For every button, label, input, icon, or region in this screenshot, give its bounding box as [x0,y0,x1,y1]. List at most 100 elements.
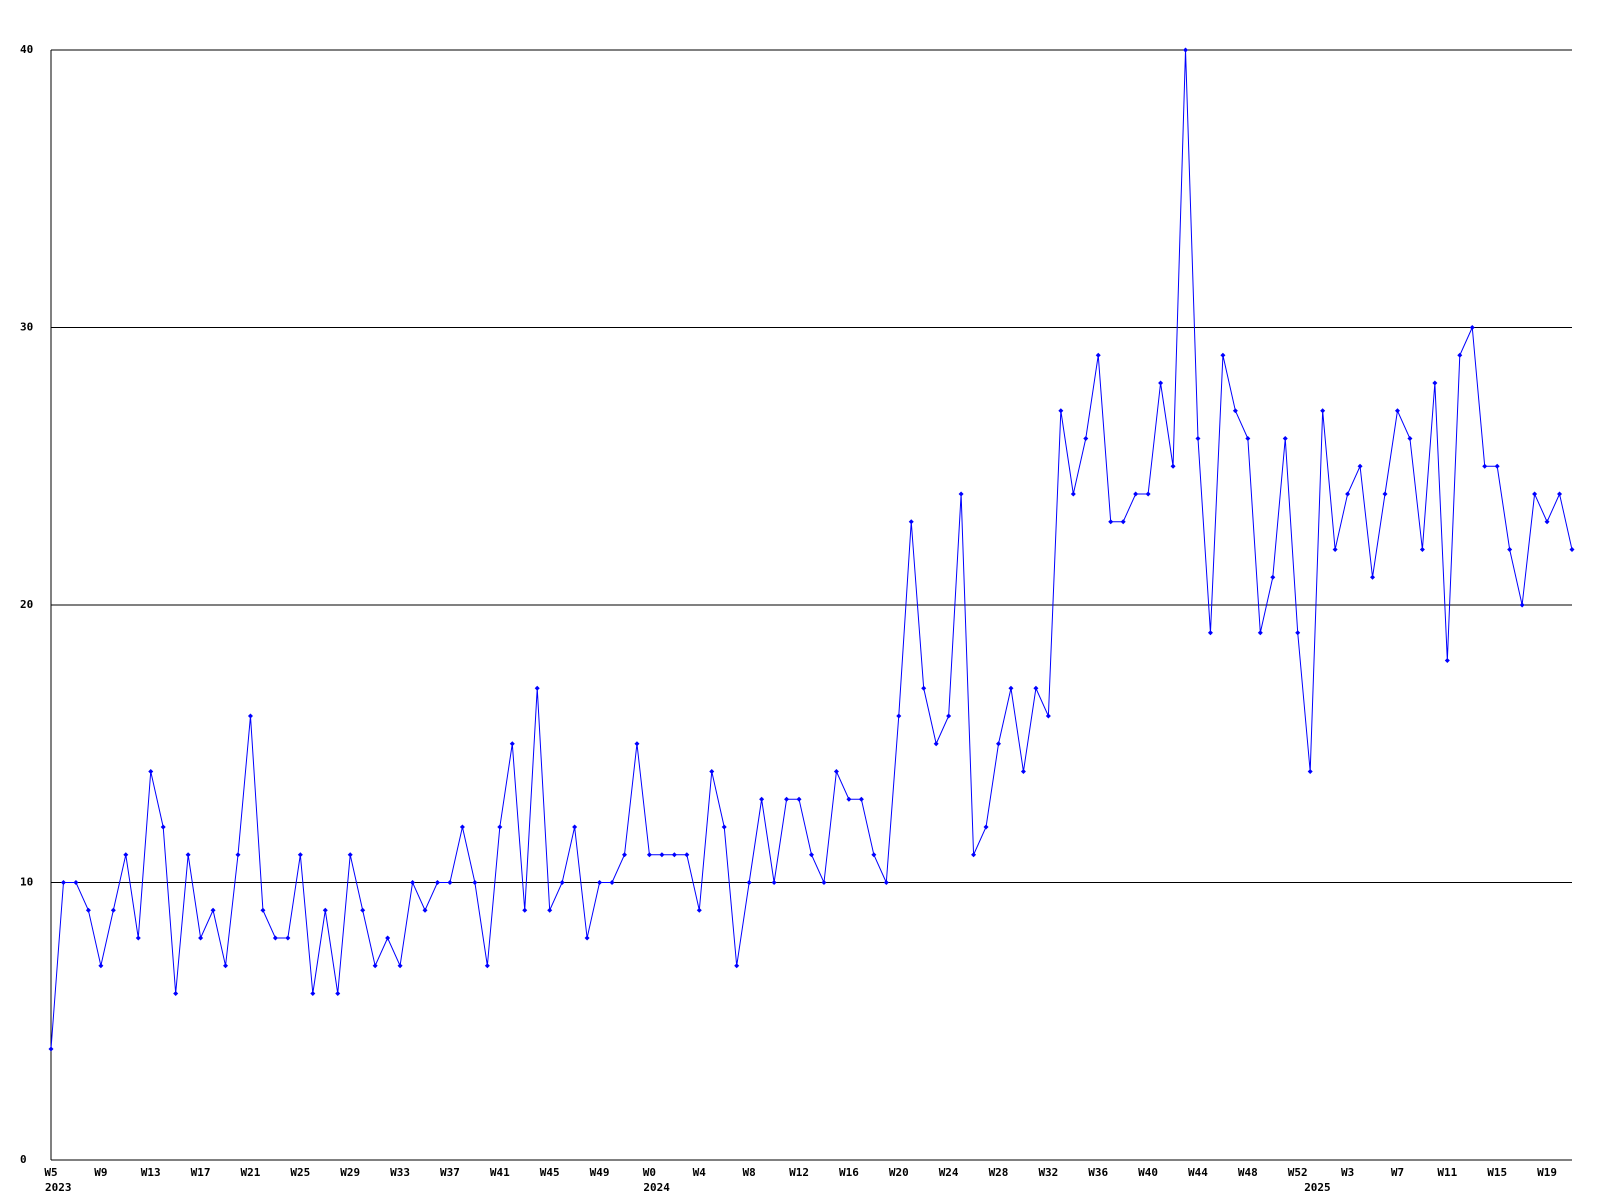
data-point [833,769,839,774]
x-tick-label: W19 [1537,1166,1557,1179]
data-point [397,963,403,969]
x-tick-label: W45 [540,1166,560,1179]
x-tick-label: W33 [390,1166,410,1179]
data-point [135,935,141,941]
data-point [821,880,827,885]
data-point [497,824,503,830]
x-tick-label: W3 [1341,1166,1354,1179]
data-point [671,852,677,858]
data-point [696,907,702,913]
data-point [1033,685,1039,691]
data-point [1070,491,1076,497]
data-point [1058,408,1064,414]
data-point [1020,769,1026,774]
y-tick-label: 30 [20,321,33,334]
data-point [621,852,627,858]
y-tick-label: 20 [20,598,33,611]
data-point [646,852,652,858]
data-point [921,685,927,691]
data-line [50,49,1573,1050]
data-point [1320,408,1326,414]
x-tick-label: W37 [440,1166,460,1179]
data-point [846,796,852,802]
data-point [1407,436,1413,441]
data-point [410,880,416,885]
data-point [335,991,341,996]
data-point [1045,713,1051,719]
x-tick-label: W8 [743,1166,756,1179]
data-point [484,963,490,969]
data-point [1095,352,1101,358]
data-point [60,880,66,885]
data-point [434,880,440,885]
x-tick-label: W21 [241,1166,261,1179]
data-point [1232,408,1238,414]
data-point [1220,352,1226,358]
data-point [1270,574,1276,580]
data-point [472,880,478,885]
x-tick-label: W16 [839,1166,859,1179]
data-point [509,741,515,747]
x-tick-label: W44 [1188,1166,1208,1179]
data-point [73,880,79,885]
data-point [734,963,740,969]
data-point [584,935,590,941]
data-point [347,852,353,858]
data-point [771,880,777,885]
data-point [1532,491,1538,497]
y-tick-label: 10 [20,876,33,889]
data-point [996,741,1002,747]
data-point [684,852,690,858]
data-point [1345,491,1351,497]
data-point [210,907,216,913]
data-point [559,880,565,885]
x-tick-label: W36 [1088,1166,1108,1179]
x-year-label: 2024 [643,1181,670,1194]
data-point [946,713,952,719]
x-tick-label: W41 [490,1166,510,1179]
x-tick-label: W15 [1487,1166,1507,1179]
data-point [721,824,727,830]
data-point [1008,685,1014,691]
data-point [185,852,191,858]
data-point [1544,519,1550,525]
data-point [1145,491,1151,497]
x-tick-label: W20 [889,1166,909,1179]
data-point [360,907,366,913]
x-year-label: 2023 [45,1181,72,1194]
data-point [297,852,303,858]
data-point [1557,491,1563,497]
data-point [971,852,977,858]
data-point [1569,547,1575,552]
data-point [310,991,316,996]
data-point [1295,630,1301,636]
data-point [1370,574,1376,580]
data-point [858,796,864,802]
data-point [1120,519,1126,525]
data-point [223,963,229,969]
x-tick-label: W40 [1138,1166,1158,1179]
data-point [1170,463,1176,469]
data-point [983,824,989,830]
data-point [784,796,790,802]
data-point [1482,463,1488,469]
data-point [1382,491,1388,497]
data-point [1207,630,1213,636]
x-tick-label: W4 [693,1166,707,1179]
data-point [1394,408,1400,414]
data-point [746,880,752,885]
data-point [285,935,291,941]
x-tick-label: W29 [340,1166,360,1179]
data-point [1257,630,1263,636]
data-point [597,880,603,885]
data-point [958,491,964,497]
x-tick-label: W17 [191,1166,211,1179]
data-point [422,907,428,913]
data-point [260,907,266,913]
data-point [634,741,640,747]
data-point [809,852,814,858]
x-tick-label: W0 [643,1166,656,1179]
data-point [98,963,104,969]
x-tick-label: W32 [1038,1166,1058,1179]
